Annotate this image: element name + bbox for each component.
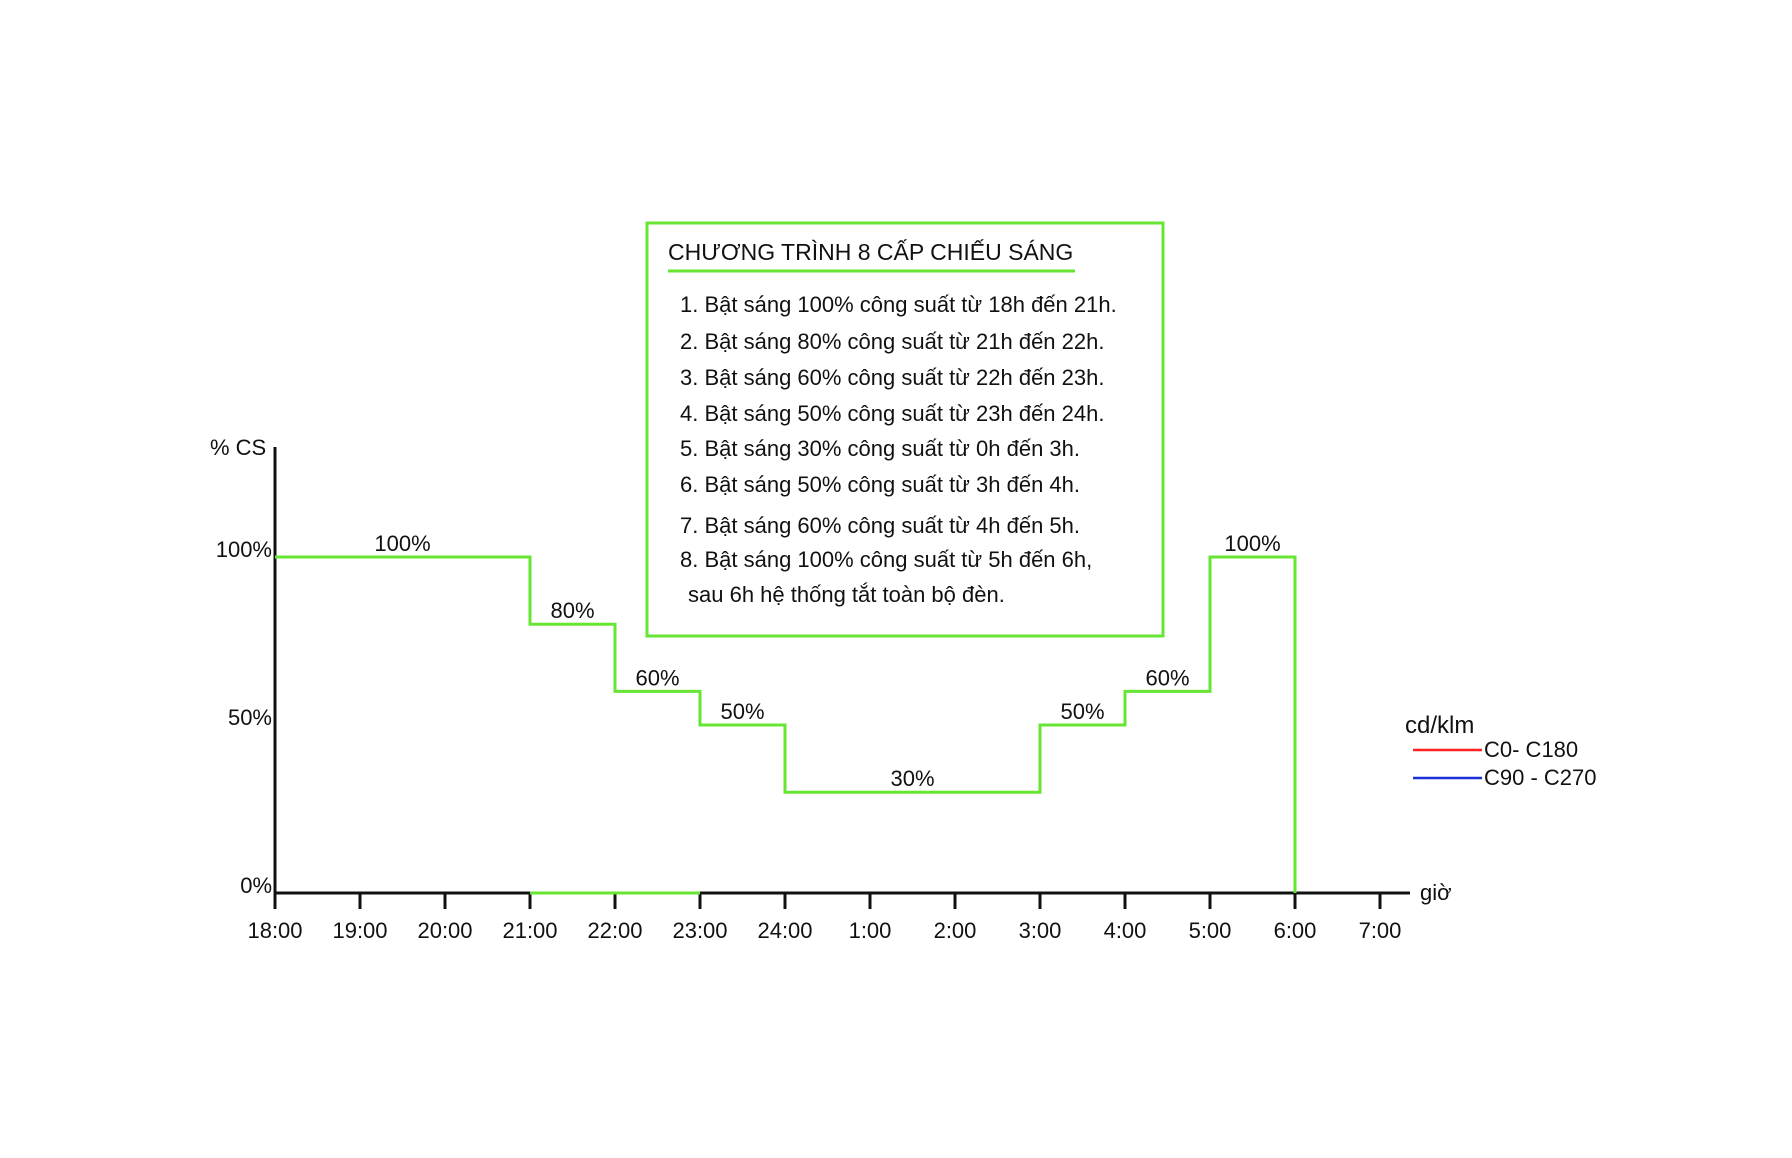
x-tick-label: 4:00 bbox=[1104, 918, 1147, 943]
x-tick-label: 21:00 bbox=[502, 918, 557, 943]
legend: cd/klm C0- C180 C90 - C270 bbox=[1405, 712, 1597, 790]
x-tick-label: 6:00 bbox=[1274, 918, 1317, 943]
info-box-line: 6. Bật sáng 50% công suất từ 3h đến 4h. bbox=[680, 472, 1080, 497]
segment-data-label: 50% bbox=[720, 699, 764, 724]
segment-data-label: 100% bbox=[374, 531, 430, 556]
segment-labels: 100% 80% 60% 50% 30% 50% 60% 100% bbox=[374, 531, 1280, 791]
series-step-line bbox=[275, 555, 1297, 893]
info-box-line: 5. Bật sáng 30% công suất từ 0h đến 3h. bbox=[680, 436, 1080, 461]
segment-data-label: 50% bbox=[1060, 699, 1104, 724]
segment-data-label: 80% bbox=[550, 598, 594, 623]
info-box-line: sau 6h hệ thống tắt toàn bộ đèn. bbox=[688, 582, 1005, 607]
legend-title: cd/klm bbox=[1405, 712, 1474, 739]
series-layer bbox=[275, 555, 1297, 895]
info-box-line: 4. Bật sáng 50% công suất từ 23h đến 24h… bbox=[680, 401, 1104, 426]
x-tick-label: 20:00 bbox=[417, 918, 472, 943]
y-axis-label: % CS bbox=[210, 435, 266, 460]
y-tick-label: 50% bbox=[228, 705, 272, 730]
x-tick-label: 24:00 bbox=[757, 918, 812, 943]
y-tick-label: 0% bbox=[240, 873, 272, 898]
x-tick-label: 7:00 bbox=[1359, 918, 1402, 943]
segment-data-label: 100% bbox=[1224, 531, 1280, 556]
segment-data-label: 60% bbox=[635, 665, 679, 690]
x-tick-label: 3:00 bbox=[1019, 918, 1062, 943]
x-tick-label: 5:00 bbox=[1189, 918, 1232, 943]
segment-data-label: 60% bbox=[1145, 665, 1189, 690]
segment-data-label: 30% bbox=[890, 766, 934, 791]
legend-entries: C0- C180 C90 - C270 bbox=[1413, 737, 1597, 790]
info-box-line: 1. Bật sáng 100% công suất từ 18h đến 21… bbox=[680, 292, 1117, 317]
x-ticks: 18:00 19:00 20:00 21:00 22:00 23:00 24:00 1:00 2… bbox=[247, 893, 1401, 943]
x-tick-label: 19:00 bbox=[332, 918, 387, 943]
info-box: CHƯƠNG TRÌNH 8 CẤP CHIẾU SÁNG 1. Bật sán… bbox=[645, 221, 1165, 638]
y-tick-label: 100% bbox=[216, 537, 272, 562]
legend-entry-label: C90 - C270 bbox=[1484, 765, 1597, 790]
x-tick-label: 18:00 bbox=[247, 918, 302, 943]
x-tick-label: 2:00 bbox=[934, 918, 977, 943]
info-box-line: 3. Bật sáng 60% công suất từ 22h đến 23h… bbox=[680, 365, 1104, 390]
info-box-border bbox=[645, 221, 1165, 638]
info-box-line: 8. Bật sáng 100% công suất từ 5h đến 6h, bbox=[680, 547, 1092, 572]
info-box-title: CHƯƠNG TRÌNH 8 CẤP CHIẾU SÁNG bbox=[668, 238, 1073, 265]
legend-entry-label: C0- C180 bbox=[1484, 737, 1578, 762]
x-tick-label: 1:00 bbox=[849, 918, 892, 943]
y-ticks: 0% 50% 100% bbox=[216, 537, 272, 898]
x-axis-label: giờ bbox=[1420, 880, 1452, 905]
info-box-line: 7. Bật sáng 60% công suất từ 4h đến 5h. bbox=[680, 513, 1080, 538]
x-tick-label: 22:00 bbox=[587, 918, 642, 943]
info-box-lines: 1. Bật sáng 100% công suất từ 18h đến 21… bbox=[680, 292, 1117, 607]
info-box-line: 2. Bật sáng 80% công suất từ 21h đến 22h… bbox=[680, 329, 1104, 354]
x-tick-label: 23:00 bbox=[672, 918, 727, 943]
